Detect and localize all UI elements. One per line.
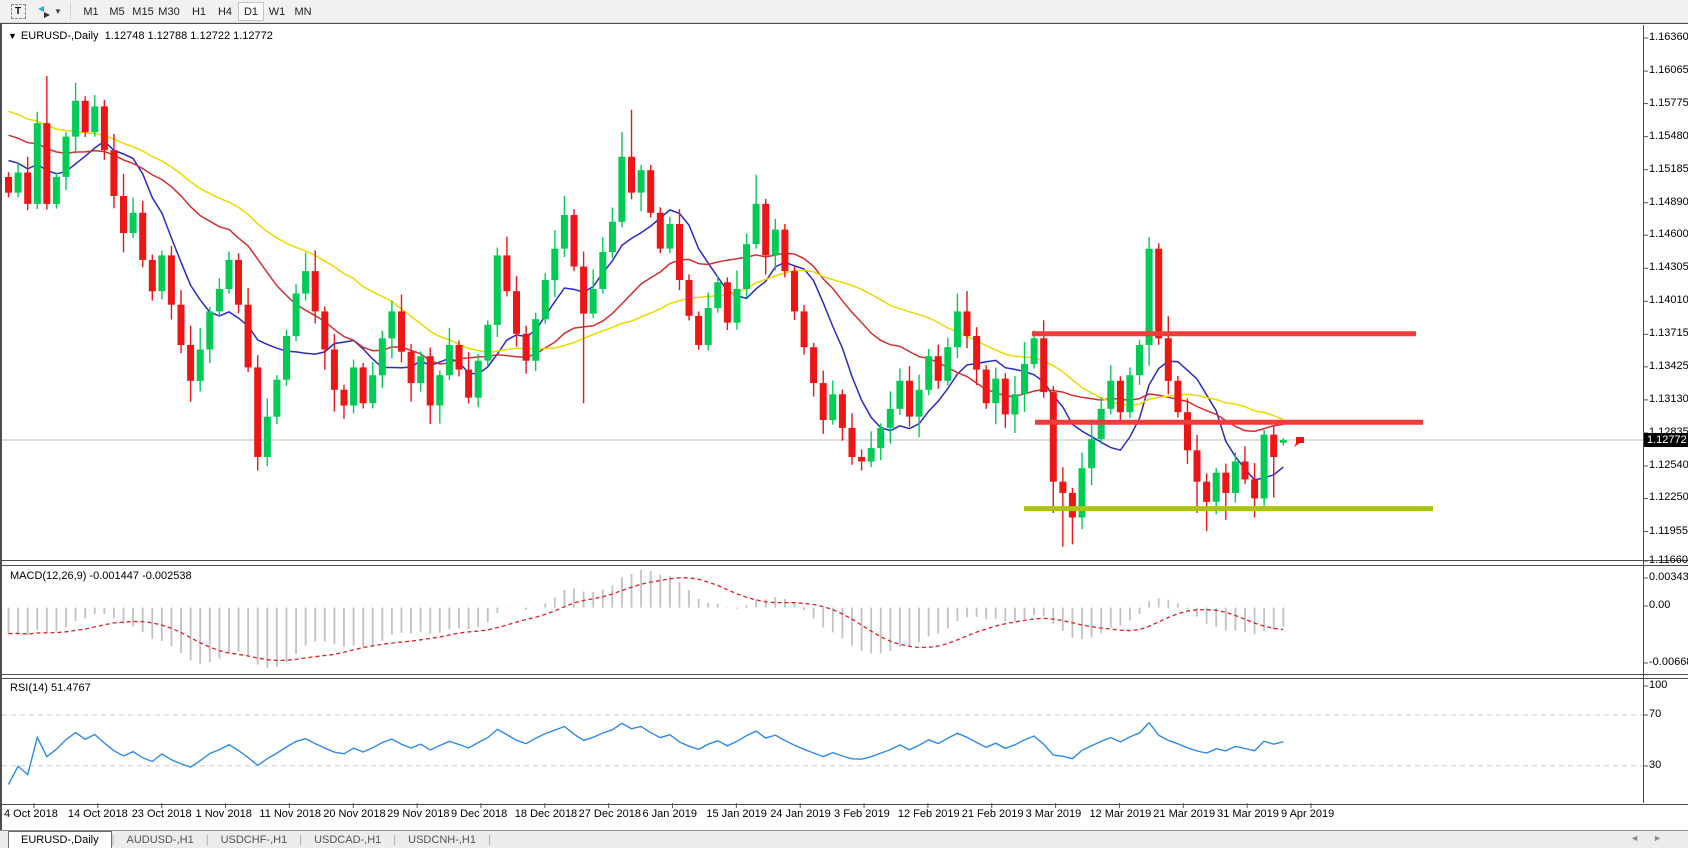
price-axis-label: 1.13715: [1649, 327, 1688, 340]
timeframe-button-w1[interactable]: W1: [268, 5, 286, 18]
date-axis-label: 21 Feb 2019: [961, 808, 1024, 820]
date-axis-label: 3 Mar 2019: [1025, 808, 1082, 820]
macd-rsi-separator-2[interactable]: [2, 678, 1688, 679]
tab-scroll-left-icon[interactable]: ◄: [1630, 833, 1654, 843]
price-axis-label: 1.11660: [1649, 554, 1688, 566]
text-tool-button[interactable]: T: [8, 2, 28, 21]
price-axis-label: 1.12250: [1649, 491, 1688, 504]
date-axis-label: 23 Oct 2018: [131, 808, 192, 820]
chart-tab-list: EURUSD-,Daily | AUDUSD-,H1 | USDCHF-,H1 | USDC…: [0, 831, 491, 848]
tab-scroll-right-icon[interactable]: ►: [1653, 833, 1676, 843]
cursor-tools-button[interactable]: ▼: [34, 2, 64, 21]
date-axis-label: 3 Feb 2019: [834, 808, 890, 820]
date-axis-label: 29 Nov 2018: [387, 808, 450, 820]
date-axis-label: 24 Jan 2019: [770, 808, 831, 820]
rsi-axis-label: 70: [1649, 708, 1662, 720]
price-axis-label: 1.15185: [1649, 162, 1688, 175]
price-axis-label: 1.14600: [1649, 228, 1688, 241]
rsi-axis-label: 30: [1649, 759, 1662, 771]
chart-symbol-label: EURUSD-,Daily: [20, 30, 99, 42]
price-axis-label: 1.16065: [1649, 64, 1688, 77]
current-price-badge: 1.12772: [1644, 433, 1688, 447]
price-axis-label: 1.14010: [1649, 294, 1688, 307]
main-macd-separator-2[interactable]: [2, 565, 1688, 566]
chart-tab-usdchf[interactable]: USDCHF-,H1: [220, 834, 288, 846]
date-axis-label: 12 Mar 2019: [1089, 808, 1152, 820]
toolbar-separator: [70, 3, 71, 20]
chart-tab-usdcnh[interactable]: USDCNH-,H1: [408, 834, 476, 846]
chart-ohlc-values: 1.12748 1.12788 1.12722 1.12772: [104, 30, 273, 42]
chart-window[interactable]: [0, 23, 1688, 830]
macd-axis-label: 0.003431: [1649, 571, 1688, 583]
date-axis-label: 1 Nov 2018: [195, 808, 252, 820]
timeframe-button-m15[interactable]: M15: [132, 5, 154, 18]
cursor-tools-icon: [38, 5, 51, 18]
price-axis-label: 1.13425: [1649, 359, 1688, 372]
top-toolbar: T ▼ M1 M5 M15 M30 H1 H4 D1 W1 MN: [0, 0, 1688, 23]
date-axis-label: 15 Jan 2019: [706, 808, 767, 820]
date-axis-label: 4 Oct 2018: [4, 808, 58, 820]
timeframe-button-h4[interactable]: H4: [217, 5, 233, 18]
chart-tab-audusd[interactable]: AUDUSD-,H1: [126, 834, 194, 846]
timeframe-button-m30[interactable]: M30: [158, 5, 180, 18]
macd-rsi-separator-1: [2, 674, 1688, 675]
chart-title: ▼ EURUSD-,Daily 1.12748 1.12788 1.12722 1…: [8, 30, 273, 42]
price-axis-label: 1.16360: [1649, 31, 1688, 44]
price-axis-label: 1.11955: [1649, 524, 1688, 537]
date-axis-label: 18 Dec 2018: [514, 808, 578, 820]
date-axis-label: 12 Feb 2019: [897, 808, 960, 820]
main-macd-separator-1: [2, 560, 1688, 561]
rsi-indicator-label: RSI(14) 51.4767: [10, 682, 91, 694]
date-axis-label: 31 Mar 2019: [1217, 808, 1279, 820]
chart-tab-eurusd[interactable]: EURUSD-,Daily: [8, 831, 112, 848]
chart-menu-triangle-icon[interactable]: ▼: [8, 31, 17, 41]
date-axis-label: 6 Jan 2019: [642, 808, 697, 820]
chart-tab-bar: EURUSD-,Daily | AUDUSD-,H1 | USDCHF-,H1 | USDC…: [0, 830, 1688, 848]
timeframe-button-m1[interactable]: M1: [83, 5, 99, 18]
date-axis-label: 9 Dec 2018: [450, 808, 508, 820]
chart-tab-usdcad[interactable]: USDCAD-,H1: [314, 834, 382, 846]
price-axis-label: 1.15480: [1649, 129, 1688, 142]
tab-scroll-arrows[interactable]: ◄►: [1630, 833, 1676, 843]
date-axis-label: 20 Nov 2018: [323, 808, 386, 820]
date-axis-label: 21 Mar 2019: [1153, 808, 1216, 820]
chevron-down-icon: ▼: [54, 7, 62, 16]
tab-divider: |: [393, 834, 397, 846]
timeframe-button-mn[interactable]: MN: [294, 5, 312, 18]
macd-axis-label: 0.00: [1649, 599, 1671, 611]
price-axis-label: 1.15775: [1649, 96, 1688, 109]
price-axis-label: 1.12540: [1649, 458, 1688, 471]
rsi-axis-label: 100: [1649, 679, 1668, 691]
tab-divider: |: [111, 834, 115, 846]
timeframe-button-m5[interactable]: M5: [109, 5, 125, 18]
tab-divider: |: [488, 834, 491, 846]
tab-divider: |: [205, 834, 209, 846]
price-axis-label: 1.14890: [1649, 195, 1688, 208]
tab-divider: |: [299, 834, 303, 846]
timeframe-button-h1[interactable]: H1: [191, 5, 207, 18]
date-axis-label: 11 Nov 2018: [259, 808, 321, 820]
text-tool-icon: T: [10, 4, 26, 19]
macd-indicator-label: MACD(12,26,9) -0.001447 -0.002538: [10, 570, 192, 582]
date-axis-label: 27 Dec 2018: [578, 808, 642, 820]
timeframe-button-d1[interactable]: D1: [238, 2, 264, 21]
date-axis-label: 9 Apr 2019: [1281, 808, 1335, 820]
price-axis-separator: [1643, 25, 1644, 803]
price-axis-label: 1.14305: [1649, 261, 1688, 274]
rsi-date-separator: [2, 804, 1688, 805]
price-axis-label: 1.13130: [1649, 392, 1688, 405]
macd-axis-label: -0.006686: [1649, 656, 1688, 668]
date-axis-label: 14 Oct 2018: [67, 808, 128, 820]
